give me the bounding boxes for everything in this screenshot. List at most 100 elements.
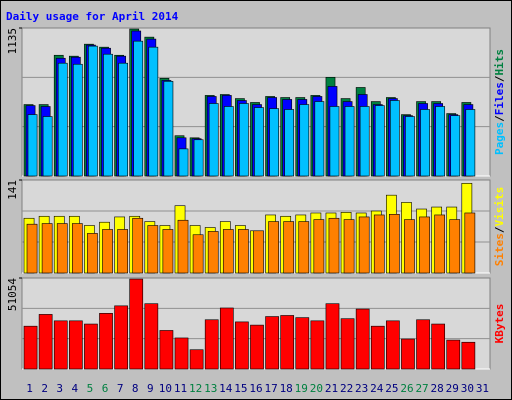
bar	[284, 109, 295, 177]
bar	[386, 320, 400, 370]
bar	[88, 45, 98, 177]
bar	[370, 325, 385, 370]
bar	[461, 341, 476, 370]
bar	[310, 320, 325, 370]
x-tick-label: 30	[461, 382, 474, 395]
bar	[53, 320, 68, 370]
bar	[390, 100, 400, 177]
x-tick-label: 8	[132, 382, 139, 395]
bar	[325, 303, 340, 370]
bar	[235, 321, 249, 370]
legend-entry: Files	[493, 82, 506, 115]
bar	[118, 62, 128, 177]
bar	[265, 316, 279, 370]
x-tick-label: 3	[56, 382, 63, 395]
bar	[250, 324, 264, 370]
bar	[344, 106, 355, 177]
bar	[72, 63, 83, 177]
x-tick-label: 13	[204, 382, 217, 395]
bar	[87, 233, 98, 274]
x-tick-label: 10	[159, 382, 172, 395]
x-tick-label: 7	[117, 382, 124, 395]
bar	[103, 53, 113, 177]
legend-separator: /	[493, 115, 506, 122]
legend-entry: Visits	[493, 187, 506, 227]
bar	[416, 319, 430, 370]
bar	[358, 216, 370, 274]
x-tick-label: 12	[189, 382, 202, 395]
x-tick-label: 16	[249, 382, 262, 395]
bar	[401, 338, 415, 370]
bar	[207, 231, 219, 274]
bar	[328, 217, 340, 274]
legend: KBytes	[493, 304, 506, 344]
bar	[42, 116, 53, 177]
bar	[435, 106, 446, 177]
bar	[132, 217, 144, 274]
x-tick-label: 22	[340, 382, 353, 395]
x-tick-label: 28	[431, 382, 444, 395]
bar	[177, 219, 189, 274]
legend: Sites/Visits	[493, 187, 506, 267]
x-tick-label: 21	[325, 382, 338, 395]
bar	[26, 223, 38, 274]
y-tick-label: 51054	[6, 278, 19, 311]
bar	[420, 109, 430, 177]
bar	[268, 221, 279, 274]
y-tick-label: 1135	[6, 28, 19, 55]
bar	[117, 229, 128, 274]
bar	[163, 81, 174, 177]
legend-separator: /	[493, 226, 506, 233]
bar	[133, 40, 144, 177]
bar	[269, 108, 279, 177]
x-tick-label: 25	[385, 382, 398, 395]
bar	[329, 106, 340, 177]
legend-entry: Hits	[493, 49, 506, 76]
bar	[239, 103, 249, 177]
bar	[178, 148, 189, 177]
bar	[56, 223, 68, 274]
x-tick-label: 18	[280, 382, 293, 395]
x-tick-label: 20	[310, 382, 323, 395]
x-tick-label: 1	[26, 382, 33, 395]
bar	[446, 339, 461, 370]
bar	[99, 313, 113, 370]
bar	[129, 278, 144, 370]
bar	[223, 106, 234, 177]
bar	[208, 103, 219, 177]
legend-entry: KBytes	[493, 304, 506, 344]
bar	[389, 213, 400, 274]
bar	[431, 323, 446, 370]
bar	[102, 229, 113, 274]
legend-entry: Pages	[493, 122, 506, 155]
x-tick-label: 5	[87, 382, 94, 395]
bar	[373, 214, 385, 274]
x-tick-label: 26	[400, 382, 413, 395]
bar	[222, 229, 234, 274]
bar	[71, 223, 83, 274]
bar	[434, 214, 446, 274]
bar	[283, 221, 295, 274]
legend-entry: Sites	[493, 233, 506, 266]
x-tick-label: 4	[72, 382, 79, 395]
bar	[314, 101, 325, 177]
x-tick-label: 11	[174, 382, 187, 395]
bar	[193, 139, 204, 177]
bar	[27, 114, 38, 177]
x-tick-label: 9	[147, 382, 154, 395]
bar	[148, 46, 159, 177]
bar	[189, 349, 204, 370]
bar	[295, 317, 310, 370]
x-tick-label: 6	[102, 382, 109, 395]
bar	[23, 325, 38, 370]
legend: Pages/Files/Hits	[493, 49, 506, 155]
legend-separator: /	[493, 75, 506, 82]
x-tick-label: 17	[264, 382, 277, 395]
bar	[144, 303, 159, 370]
bar	[299, 104, 310, 177]
bar	[41, 223, 53, 274]
bar	[343, 219, 355, 274]
x-tick-label: 19	[295, 382, 308, 395]
bar	[280, 315, 295, 370]
